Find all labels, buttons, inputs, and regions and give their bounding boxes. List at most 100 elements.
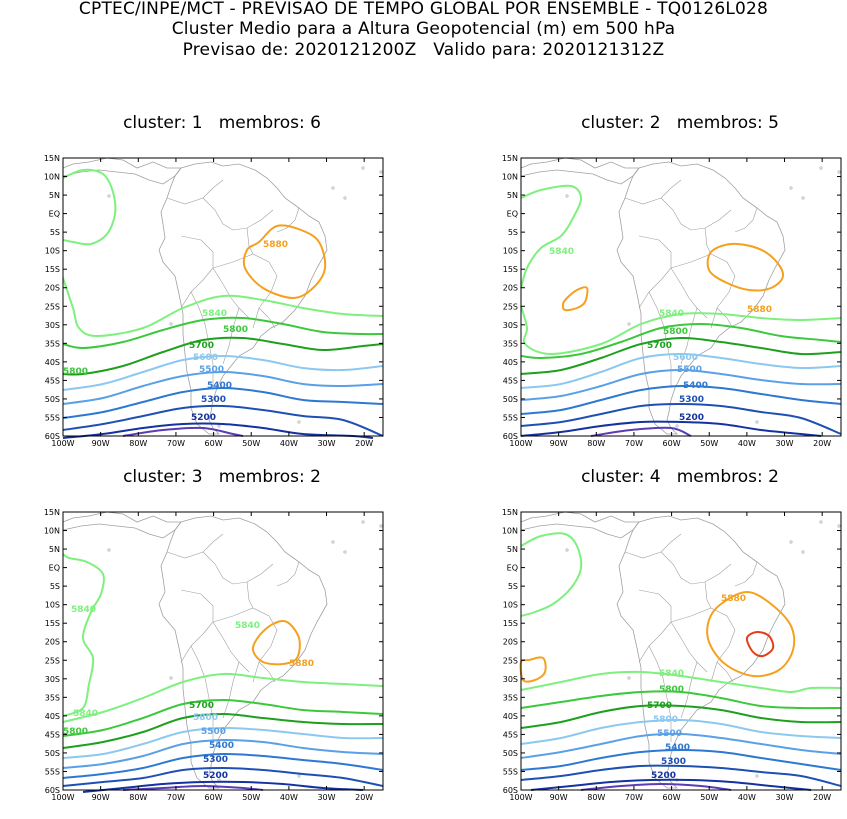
- lat-tick-label: 40S: [45, 358, 60, 367]
- lat-tick-label: 45S: [503, 376, 518, 385]
- lon-tick-label: 40W: [738, 793, 756, 802]
- header-subtitle: Cluster Medio para a Altura Geopotencial…: [171, 19, 676, 39]
- contour-line: [520, 670, 842, 694]
- lat-tick-label: 5S: [508, 228, 518, 237]
- contour-label: 5800: [223, 325, 248, 335]
- lon-tick-label: 90W: [550, 439, 568, 448]
- lon-tick-label: 50W: [242, 793, 260, 802]
- lat-tick-label: 45S: [45, 376, 60, 385]
- lon-tick-label: 70W: [625, 439, 643, 448]
- lon-tick-label: 90W: [550, 793, 568, 802]
- lat-tick-label: 5N: [507, 545, 518, 554]
- lat-tick-label: 10N: [502, 173, 518, 182]
- contour-label: 5600: [193, 353, 218, 363]
- contour-label: 5840: [659, 309, 684, 319]
- lat-tick-label: 45S: [503, 730, 518, 739]
- contour-line: [62, 316, 384, 350]
- lon-tick-label: 20W: [355, 793, 373, 802]
- contour-line: [520, 368, 842, 401]
- contour-line: [520, 184, 582, 289]
- contour-label: 5840: [73, 709, 98, 719]
- lat-tick-label: 50S: [45, 749, 60, 758]
- land-outline: [62, 511, 383, 789]
- lat-tick-label: 50S: [503, 749, 518, 758]
- contour-label: 5700: [189, 341, 214, 351]
- contour-label: 5840: [235, 621, 260, 631]
- contour-label: 5840: [549, 247, 574, 257]
- contour-line: [62, 277, 384, 338]
- lat-tick-label: 5S: [50, 582, 60, 591]
- contour-line: [62, 698, 384, 737]
- lat-tick-label: 55S: [45, 767, 60, 776]
- contour-line: [520, 336, 842, 375]
- contour-line: [520, 420, 822, 437]
- contour-line: [62, 738, 384, 769]
- contour-lines: [62, 553, 384, 793]
- contour-line: [520, 402, 842, 435]
- cluster-panel-3: cluster: 3 membros: 2 5840 5880 5840 5840 58…: [0, 467, 384, 819]
- contour-label: 5600: [673, 353, 698, 363]
- contour-line: [520, 532, 583, 617]
- lat-tick-label: 30S: [45, 675, 60, 684]
- land-outline: [520, 511, 841, 789]
- map-frame: [62, 157, 384, 437]
- lat-tick-label: 35S: [45, 693, 60, 702]
- lon-tick-label: 40W: [280, 439, 298, 448]
- lat-tick-label: 35S: [503, 693, 518, 702]
- lat-tick-label: 20S: [503, 638, 518, 647]
- lon-tick-label: 90W: [92, 439, 110, 448]
- lon-tick-label: 100W: [509, 439, 532, 448]
- contour-line: [62, 336, 384, 376]
- contour-label: 5840: [659, 669, 684, 679]
- lat-tick-label: 45S: [45, 730, 60, 739]
- lat-tick-label: 50S: [45, 395, 60, 404]
- contour-label: 5800: [663, 327, 688, 337]
- lon-tick-label: 50W: [700, 439, 718, 448]
- contour-lines: [520, 184, 842, 437]
- contour-label: 5300: [201, 395, 226, 405]
- lat-tick-label: 30S: [503, 321, 518, 330]
- lon-tick-label: 100W: [51, 793, 74, 802]
- cluster-panel-4: cluster: 4 membros: 2 5880 5840 5800 5700 58…: [458, 467, 842, 819]
- lat-tick-label: 60S: [45, 786, 60, 795]
- lat-tick-label: 60S: [503, 786, 518, 795]
- lon-tick-label: 30W: [317, 793, 335, 802]
- lon-tick-label: 80W: [587, 793, 605, 802]
- lat-tick-label: 5N: [507, 191, 518, 200]
- lat-tick-label: 25S: [503, 302, 518, 311]
- contour-label: 5200: [191, 413, 216, 423]
- lat-tick-label: 30S: [503, 675, 518, 684]
- lon-tick-label: 70W: [167, 793, 185, 802]
- lat-tick-label: 20S: [503, 284, 518, 293]
- contour-line: [82, 780, 364, 793]
- map-frame: [520, 511, 842, 791]
- lon-tick-label: 50W: [242, 439, 260, 448]
- lon-tick-label: 30W: [317, 439, 335, 448]
- contour-line: [62, 766, 384, 787]
- lat-tick-label: 5S: [508, 582, 518, 591]
- contour-label: 5200: [651, 771, 676, 781]
- contour-line: [62, 726, 384, 759]
- lat-tick-label: 60S: [503, 432, 518, 441]
- contour-line: [251, 620, 301, 666]
- lon-tick-label: 30W: [775, 793, 793, 802]
- contour-line: [745, 630, 775, 658]
- lat-tick-label: 15S: [503, 619, 518, 628]
- lat-tick-label: EQ: [49, 210, 60, 219]
- lat-tick-label: 10S: [503, 601, 518, 610]
- lat-tick-label: 10S: [45, 247, 60, 256]
- map-frame: [62, 511, 384, 791]
- contour-line: [706, 590, 796, 678]
- contour-line: [706, 242, 785, 292]
- contour-line: [520, 690, 842, 710]
- cluster-map: 5880 5840 5800 5700 5800 5500 5400 5300 5200 15N 1…: [502, 508, 842, 802]
- cluster-panel-1: cluster: 1 membros: 6 5880 5840 5800 5700 58…: [0, 113, 384, 465]
- lat-tick-label: 40S: [503, 712, 518, 721]
- lon-tick-label: 100W: [509, 793, 532, 802]
- contour-label: 5800: [659, 685, 684, 695]
- contour-label: 5300: [679, 395, 704, 405]
- cluster-map: 5880 5840 5800 5700 5800 5600 5500 5400 5300 5200…: [44, 154, 384, 448]
- lat-tick-label: 40S: [45, 712, 60, 721]
- contour-label: 5500: [677, 365, 702, 375]
